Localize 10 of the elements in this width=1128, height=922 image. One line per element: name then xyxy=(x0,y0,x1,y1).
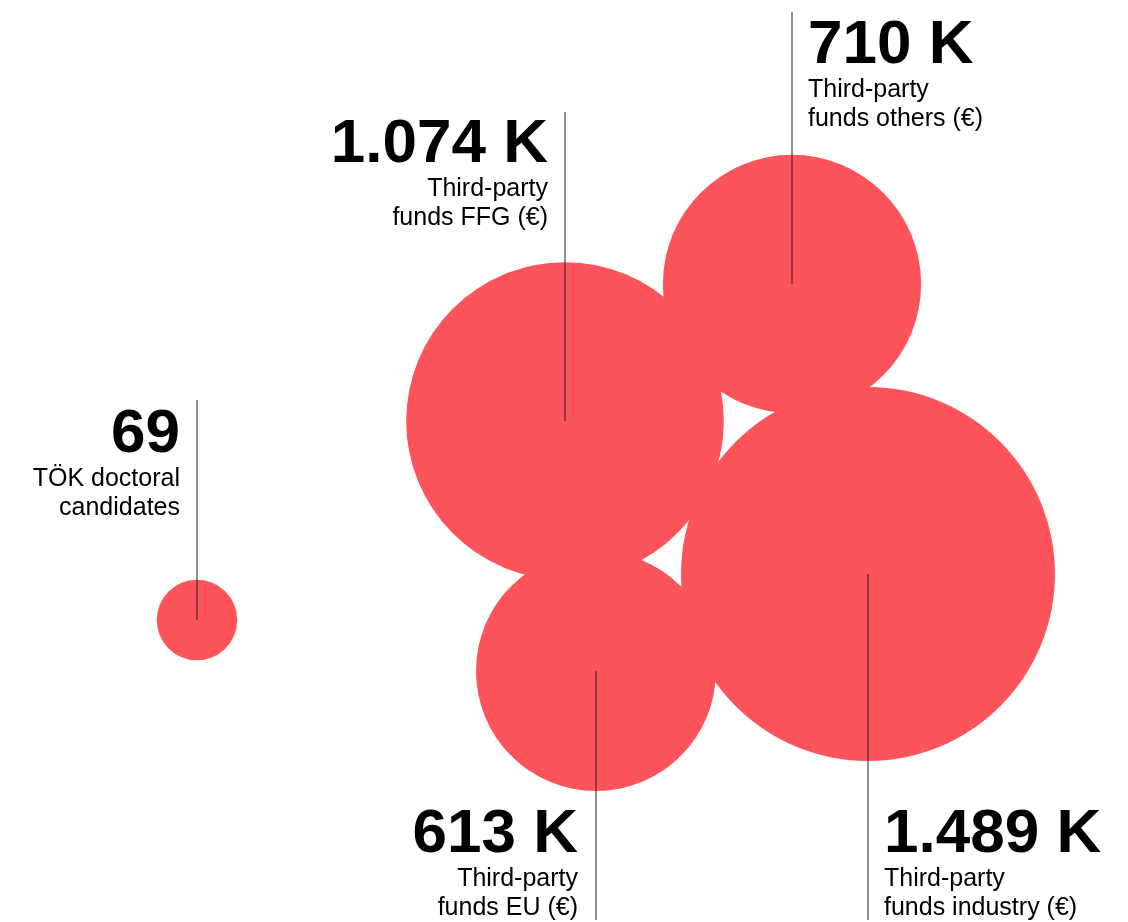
category-label: Third-party funds FFG (€) xyxy=(392,173,549,230)
data-label: 710 K xyxy=(808,7,974,76)
data-label: 1.489 K xyxy=(884,796,1102,865)
category-label: Third-party funds others (€) xyxy=(808,74,984,131)
category-label: TÖK doctoral candidates xyxy=(32,463,180,520)
category-label: Third-party funds EU (€) xyxy=(437,863,579,920)
data-label: 613 K xyxy=(412,796,579,865)
data-label: 69 xyxy=(111,396,180,465)
data-label: 1.074 K xyxy=(330,106,549,175)
category-label: Third-party funds industry (€) xyxy=(884,863,1078,920)
